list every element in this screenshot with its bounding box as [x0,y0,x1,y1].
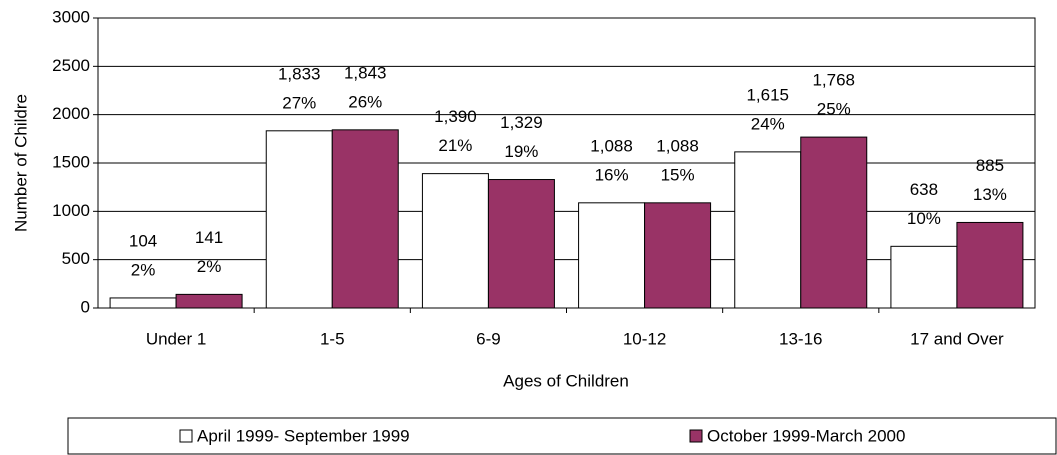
value-label: 1,088 [590,136,633,155]
x-tick-label: 1-5 [320,329,345,348]
value-label: 1,088 [656,136,699,155]
x-axis-title: Ages of Children [503,371,629,390]
value-label: 885 [976,156,1004,175]
bar [734,151,802,309]
bar [109,297,177,309]
x-tick-label: 10-12 [623,329,666,348]
legend-swatch [179,429,193,443]
value-label: 638 [910,180,938,199]
value-label: 104 [129,231,157,250]
y-axis-title: Number of Childre [11,94,30,232]
y-tick-label: 2500 [52,56,90,75]
bar [421,173,489,309]
legend-box [67,417,1057,455]
percent-label: 27% [282,93,316,112]
percent-label: 15% [661,165,695,184]
percent-label: 24% [751,114,785,133]
bar [265,130,333,309]
y-tick-label: 1000 [52,201,90,220]
legend-label: October 1999-March 2000 [707,426,905,445]
value-label: 1,833 [278,64,321,83]
y-tick-label: 1500 [52,152,90,171]
percent-label: 19% [504,142,538,161]
value-label: 1,843 [344,63,387,82]
bar [800,136,868,309]
percent-label: 10% [907,209,941,228]
bar [956,221,1024,309]
bar [331,129,399,309]
y-tick-label: 2000 [52,104,90,123]
value-label: 1,615 [746,85,789,104]
y-tick-label: 500 [62,249,90,268]
value-label: 1,390 [434,107,477,126]
percent-label: 2% [197,257,222,276]
bar [175,293,243,309]
bar [578,202,646,309]
bar [644,202,712,309]
bar [890,245,958,309]
value-label: 141 [195,228,223,247]
x-tick-label: 6-9 [476,329,501,348]
percent-label: 25% [817,100,851,119]
x-tick-label: Under 1 [146,329,206,348]
bar [487,179,555,309]
percent-label: 16% [595,165,629,184]
percent-label: 26% [348,92,382,111]
x-tick-label: 13-16 [779,329,822,348]
value-label: 1,768 [812,71,855,90]
y-tick-label: 0 [81,297,90,316]
legend-swatch [689,429,703,443]
y-tick-label: 3000 [52,7,90,26]
legend-label: April 1999- September 1999 [197,426,410,445]
value-label: 1,329 [500,113,543,132]
percent-label: 13% [973,185,1007,204]
percent-label: 2% [131,260,156,279]
x-tick-label: 17 and Over [910,329,1004,348]
percent-label: 21% [438,136,472,155]
